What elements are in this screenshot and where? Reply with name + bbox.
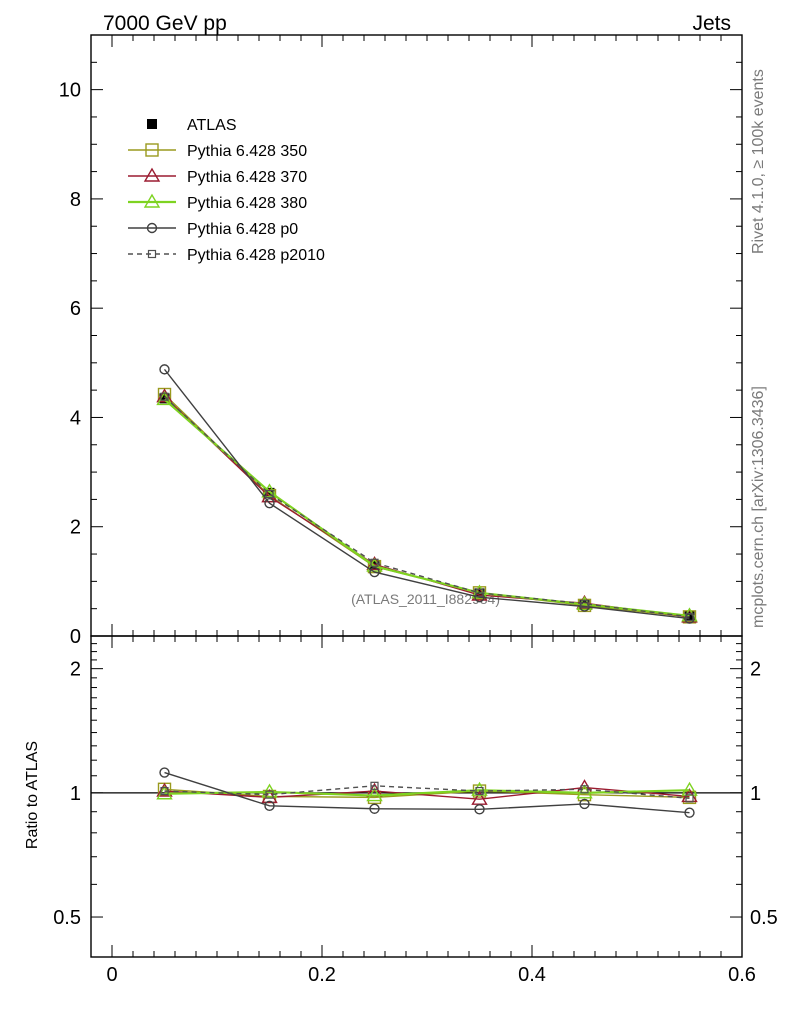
header-right-title: Jets xyxy=(692,12,731,35)
data-point xyxy=(475,786,484,796)
data-point xyxy=(370,558,379,567)
data-point xyxy=(159,767,170,778)
series-pythia-6-428-380 xyxy=(156,391,698,622)
data-point xyxy=(577,787,592,802)
y-tick-label: 6 xyxy=(70,298,81,320)
legend-item: Pythia 6.428 380 xyxy=(128,193,307,212)
data-point xyxy=(265,790,274,799)
data-point xyxy=(474,804,485,815)
data-point xyxy=(369,566,380,578)
series-pythia-6-428-p2010 xyxy=(160,392,694,621)
series-pythia-6-428-350 xyxy=(157,387,697,624)
y-tick-label: 1 xyxy=(70,783,81,805)
y-tick-label-right: 1 xyxy=(750,783,761,805)
main-panel-frame: 0 2 4 6 8 10 xyxy=(59,34,743,648)
series-line xyxy=(164,788,690,799)
series-pythia-6-428-p0 xyxy=(159,767,695,818)
data-point xyxy=(474,592,485,603)
header-left-title: 7000 GeV pp xyxy=(103,12,227,35)
legend-label: Pythia 6.428 350 xyxy=(187,143,307,160)
legend: ATLAS Pythia 6.428 350 Pythia 6.428 370 Pyt… xyxy=(128,117,325,264)
series-line xyxy=(164,789,690,797)
mcplots-source-text: mcplots.cern.ch [arXiv:1306.3436] xyxy=(750,386,767,628)
series-line xyxy=(164,771,690,814)
series-atlas xyxy=(159,393,695,622)
data-point xyxy=(143,167,161,182)
series-pythia-6-428-370 xyxy=(156,388,698,623)
data-point xyxy=(264,498,275,509)
data-point xyxy=(147,119,157,129)
legend-label: ATLAS xyxy=(187,117,237,134)
data-point xyxy=(684,613,695,624)
panel-border xyxy=(90,635,743,958)
data-point xyxy=(264,800,275,812)
y-tick-label: 2 xyxy=(70,659,81,681)
data-point xyxy=(580,785,589,794)
legend-item: Pythia 6.428 p2010 xyxy=(128,247,325,264)
x-tick-label: 0 xyxy=(106,964,117,986)
data-point xyxy=(160,392,169,401)
data-point xyxy=(366,787,383,802)
x-tick-label: 0.4 xyxy=(518,964,546,986)
data-point xyxy=(146,222,158,234)
analysis-watermark: (ATLAS_2011_I882984) xyxy=(351,591,500,607)
series-line xyxy=(163,368,690,620)
y-tick-label: 2 xyxy=(70,517,81,539)
legend-label: Pythia 6.428 370 xyxy=(187,169,307,186)
y-tick-label: 10 xyxy=(59,80,81,102)
data-point xyxy=(685,794,694,803)
legend-item: ATLAS xyxy=(147,117,237,134)
y-tick-label: 0 xyxy=(70,626,81,648)
y-tick-label: 8 xyxy=(70,189,81,211)
series-line xyxy=(164,394,690,618)
data-point xyxy=(143,193,161,208)
legend-label: Pythia 6.428 p0 xyxy=(187,221,298,238)
data-point xyxy=(579,798,590,810)
data-point xyxy=(265,489,274,499)
data-point xyxy=(145,143,159,157)
y-tick-label-right: 2 xyxy=(750,659,761,681)
legend-item: Pythia 6.428 350 xyxy=(128,143,307,160)
data-point xyxy=(684,807,695,818)
ratio-y-axis-label: Ratio to ATLAS xyxy=(24,741,41,849)
data-point xyxy=(369,803,380,814)
data-point xyxy=(147,249,157,259)
y-tick-label: 4 xyxy=(70,407,81,429)
data-point xyxy=(579,601,590,612)
data-point xyxy=(159,393,170,404)
main-panel-series xyxy=(156,364,698,624)
legend-label: Pythia 6.428 380 xyxy=(187,195,307,212)
series-line xyxy=(164,785,690,799)
data-point xyxy=(682,790,697,805)
x-tick-label: 0.2 xyxy=(308,964,336,986)
series-line xyxy=(164,786,690,800)
y-tick-label: 0.5 xyxy=(53,907,81,929)
data-point xyxy=(159,364,170,375)
data-point xyxy=(370,781,379,790)
ratio-panel-series xyxy=(156,767,698,818)
series-line xyxy=(164,396,690,618)
data-point xyxy=(580,599,589,608)
legend-label: Pythia 6.428 p2010 xyxy=(187,247,325,264)
series-line xyxy=(164,396,690,618)
rivet-version-text: Rivet 4.1.0, ≥ 100k events xyxy=(750,69,767,254)
legend-item: Pythia 6.428 p0 xyxy=(128,221,298,238)
series-pythia-6-428-p0 xyxy=(159,364,695,624)
series-pythia-6-428-p2010 xyxy=(160,781,694,803)
data-point xyxy=(685,612,694,621)
legend-item: Pythia 6.428 370 xyxy=(128,167,307,186)
data-point xyxy=(160,786,169,796)
series-line xyxy=(163,398,690,617)
x-tick-label: 0.6 xyxy=(728,964,756,986)
y-tick-label-right: 0.5 xyxy=(750,907,778,929)
data-point xyxy=(475,588,484,597)
